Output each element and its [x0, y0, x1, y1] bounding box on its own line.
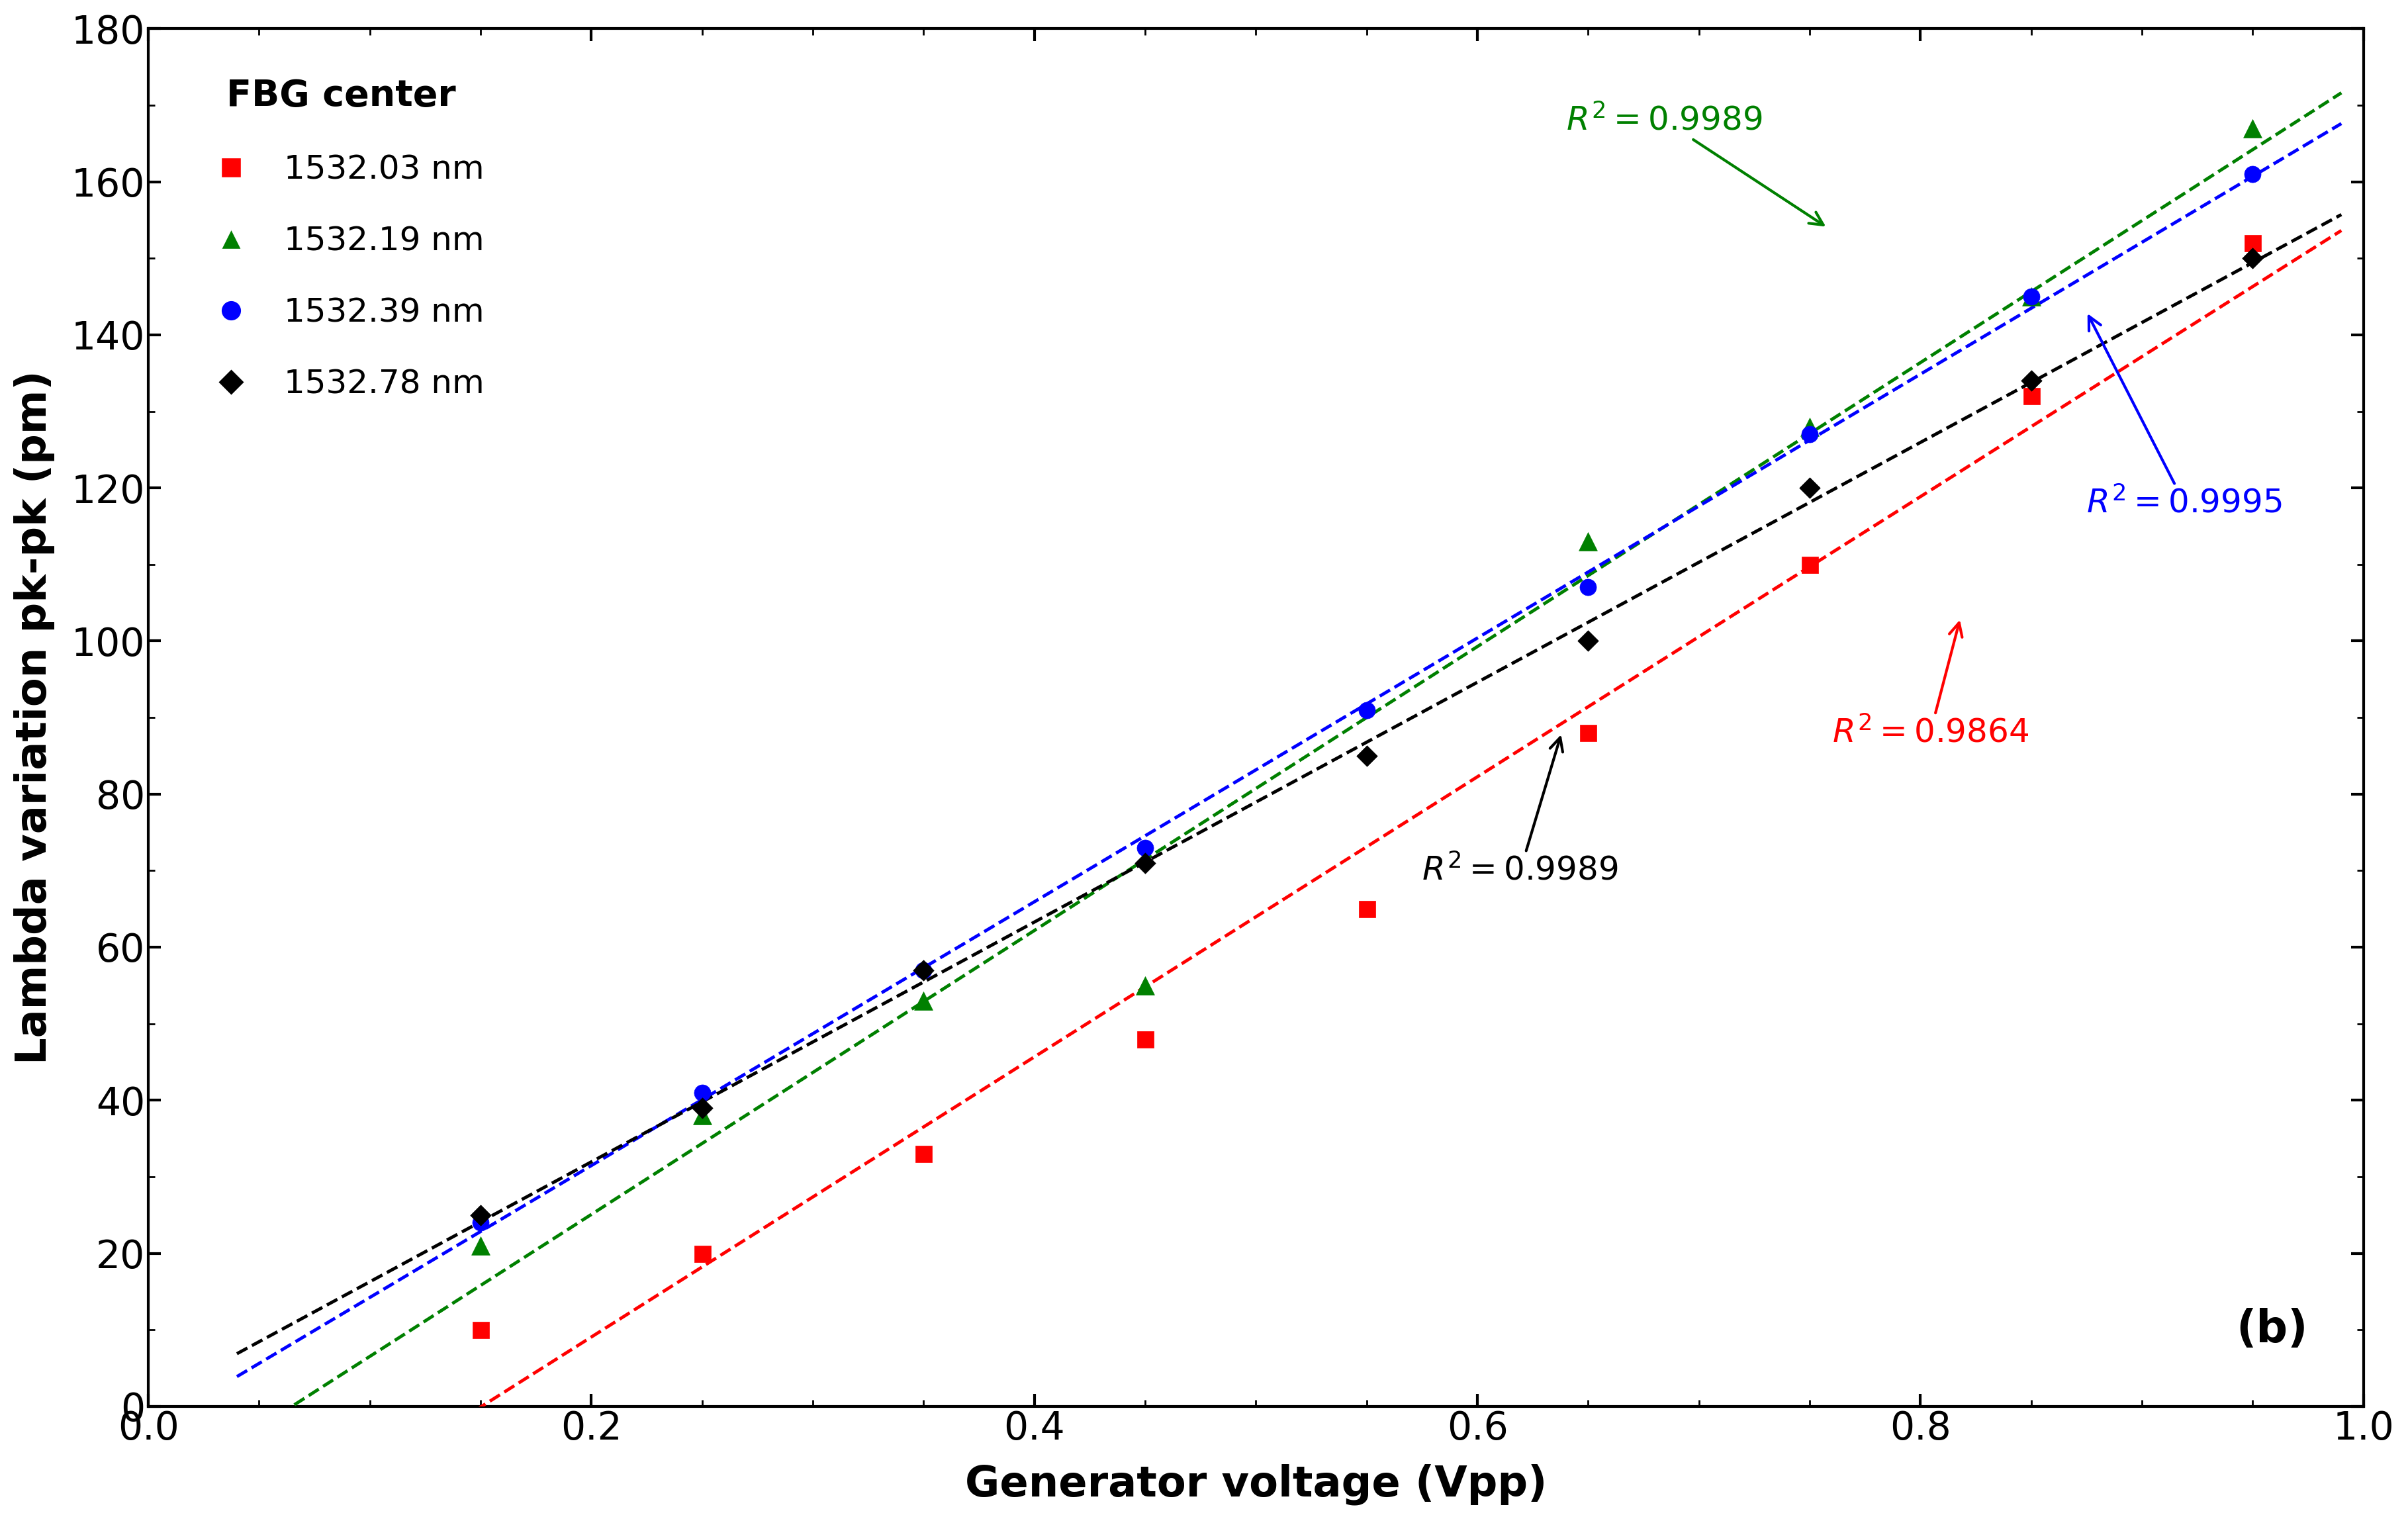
Point	[462, 1203, 501, 1227]
Point	[462, 1211, 501, 1235]
Point	[1570, 529, 1609, 553]
Point	[905, 958, 944, 983]
Point	[1792, 415, 1830, 439]
Point	[2235, 246, 2273, 270]
Point	[1127, 974, 1165, 998]
Text: $R^2 = 0.9989$: $R^2 = 0.9989$	[1565, 105, 1823, 225]
Legend: 1532.03 nm, 1532.19 nm, 1532.39 nm, 1532.78 nm: 1532.03 nm, 1532.19 nm, 1532.39 nm, 1532…	[164, 46, 518, 433]
Point	[905, 958, 944, 983]
X-axis label: Generator voltage (Vpp): Generator voltage (Vpp)	[966, 1464, 1546, 1505]
Point	[684, 1095, 722, 1120]
Point	[2235, 163, 2273, 187]
Point	[2013, 369, 2052, 393]
Point	[2235, 231, 2273, 255]
Point	[1792, 553, 1830, 577]
Point	[1127, 851, 1165, 875]
Point	[1348, 896, 1387, 921]
Text: (b): (b)	[2237, 1308, 2309, 1352]
Point	[1570, 720, 1609, 744]
Point	[2013, 284, 2052, 308]
Text: $R^2 = 0.9989$: $R^2 = 0.9989$	[1423, 738, 1618, 887]
Point	[2013, 284, 2052, 308]
Point	[684, 1080, 722, 1104]
Point	[1127, 1027, 1165, 1051]
Point	[905, 1142, 944, 1167]
Point	[2235, 115, 2273, 140]
Point	[684, 1241, 722, 1265]
Point	[1570, 576, 1609, 600]
Y-axis label: Lambda variation pk-pk (pm): Lambda variation pk-pk (pm)	[14, 371, 55, 1065]
Point	[905, 989, 944, 1013]
Point	[1348, 744, 1387, 769]
Point	[684, 1103, 722, 1127]
Text: $R^2 = 0.9995$: $R^2 = 0.9995$	[2088, 316, 2283, 519]
Point	[1792, 475, 1830, 500]
Point	[1127, 835, 1165, 860]
Point	[1348, 697, 1387, 722]
Point	[1570, 629, 1609, 653]
Point	[462, 1233, 501, 1258]
Point	[462, 1317, 501, 1341]
Point	[1792, 422, 1830, 447]
Point	[2013, 384, 2052, 409]
Text: $R^2 = 0.9864$: $R^2 = 0.9864$	[1832, 623, 2028, 749]
